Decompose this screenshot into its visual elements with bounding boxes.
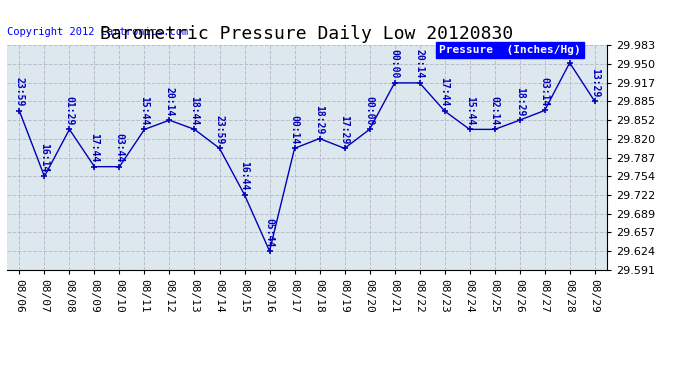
Text: 19:: 19: — [564, 41, 575, 58]
Title: Barometric Pressure Daily Low 20120830: Barometric Pressure Daily Low 20120830 — [101, 26, 513, 44]
Text: 18:29: 18:29 — [515, 87, 524, 116]
Text: 00:00: 00:00 — [390, 50, 400, 79]
Text: 18:44: 18:44 — [190, 96, 199, 125]
Text: 23:59: 23:59 — [215, 115, 224, 144]
Text: 23:59: 23:59 — [14, 78, 24, 107]
Text: 17:29: 17:29 — [339, 115, 350, 144]
Text: 00:00: 00:00 — [364, 96, 375, 125]
Text: 00:14: 00:14 — [290, 115, 299, 144]
Text: Pressure  (Inches/Hg): Pressure (Inches/Hg) — [439, 45, 581, 55]
Text: 20:14: 20:14 — [164, 87, 175, 116]
Text: 03:44: 03:44 — [115, 133, 124, 162]
Text: 17:44: 17:44 — [90, 133, 99, 162]
Text: 01:29: 01:29 — [64, 96, 75, 125]
Text: 16:44: 16:44 — [239, 161, 250, 190]
Text: 02:14: 02:14 — [490, 96, 500, 125]
Text: 15:44: 15:44 — [464, 96, 475, 125]
Text: 03:14: 03:14 — [540, 77, 550, 106]
Text: 18:29: 18:29 — [315, 105, 324, 134]
Text: 15:44: 15:44 — [139, 96, 150, 125]
Text: 16:14: 16:14 — [39, 143, 50, 172]
Text: 05:44: 05:44 — [264, 217, 275, 247]
Text: 17:44: 17:44 — [440, 78, 450, 107]
Text: 13:29: 13:29 — [590, 68, 600, 97]
Text: 20:14: 20:14 — [415, 50, 424, 79]
Text: Copyright 2012 Cartronics.com: Copyright 2012 Cartronics.com — [7, 27, 188, 37]
